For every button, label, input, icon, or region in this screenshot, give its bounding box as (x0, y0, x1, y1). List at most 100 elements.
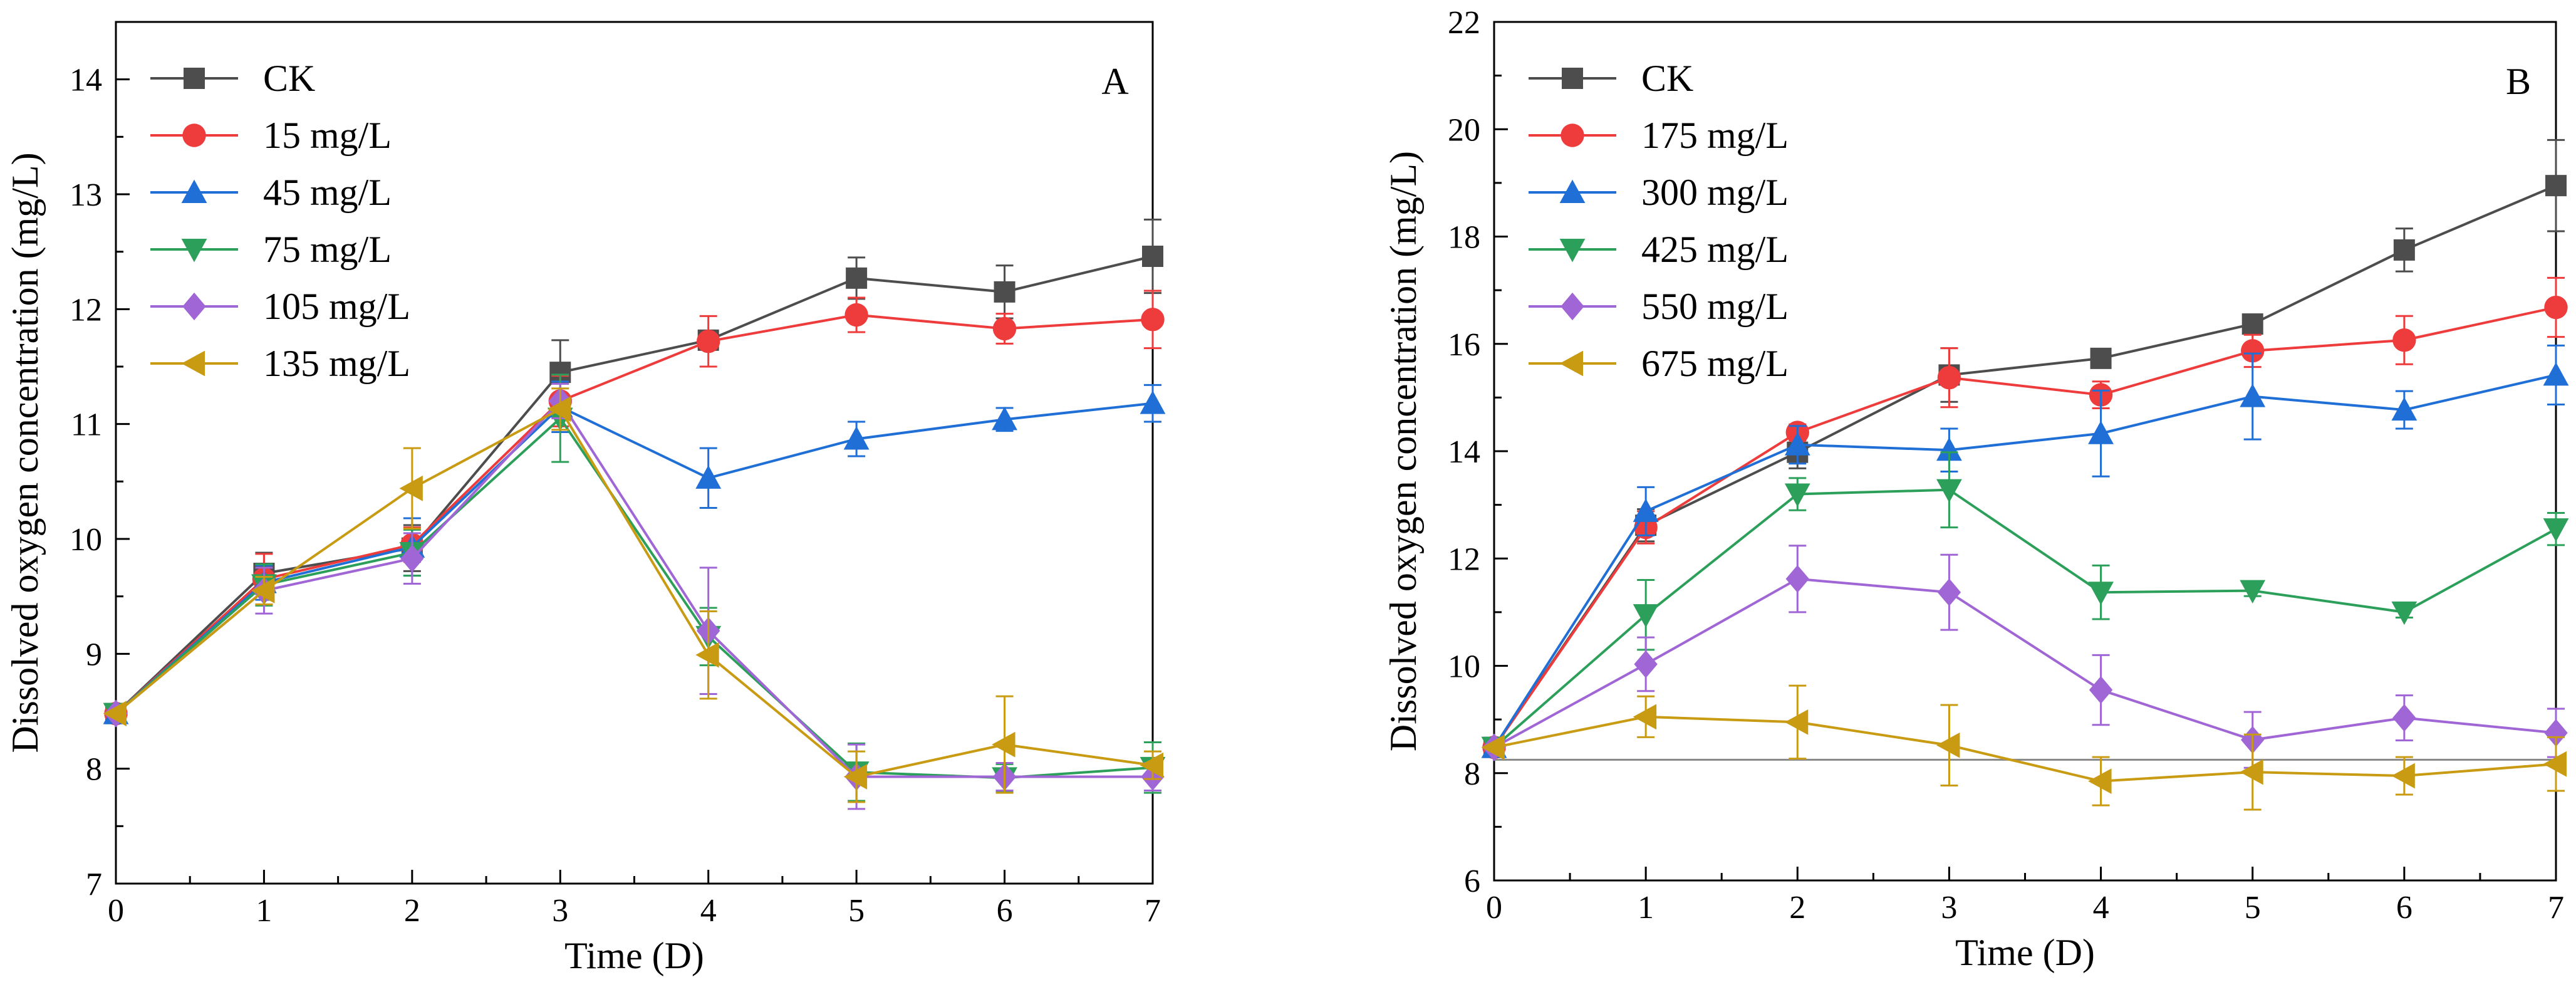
x-tick-label: 5 (848, 893, 865, 929)
x-tick-label: 2 (1789, 890, 1805, 926)
series-line (115, 407, 1153, 778)
legend-label: 45 mg/L (263, 172, 392, 213)
data-point (1140, 390, 1166, 414)
x-tick-label: 0 (108, 893, 124, 929)
legend-label: 105 mg/L (263, 286, 410, 327)
data-point (2088, 420, 2114, 444)
y-tick-label: 13 (70, 177, 102, 213)
data-point (547, 396, 571, 422)
series-line (1493, 184, 2557, 748)
y-tick-label: 10 (1448, 649, 1480, 685)
x-tick-label: 6 (997, 893, 1013, 929)
data-point (2090, 347, 2112, 369)
x-tick-label: 7 (2548, 890, 2564, 926)
data-point (2089, 676, 2113, 704)
series-line (115, 402, 1153, 715)
y-tick-label: 11 (71, 407, 102, 443)
data-point (2392, 328, 2416, 352)
data-point (2391, 397, 2418, 421)
data-point (2391, 763, 2415, 789)
series-line (115, 255, 1153, 715)
series-line (115, 399, 1153, 778)
legend-label: 675 mg/L (1641, 343, 1789, 384)
data-point (2544, 295, 2568, 320)
data-point (1140, 752, 1163, 778)
data-point (2543, 751, 2567, 777)
data-point (1142, 246, 1163, 267)
data-point (399, 475, 423, 501)
data-point (2544, 719, 2568, 747)
y-tick-label: 9 (86, 637, 102, 672)
data-point (1481, 734, 1505, 761)
legend-label: 550 mg/L (1641, 286, 1789, 327)
legend-label: 300 mg/L (1641, 172, 1789, 213)
series-line (1493, 715, 2557, 783)
data-point (1784, 432, 1810, 456)
data-point (2241, 339, 2265, 363)
data-point (1785, 565, 1809, 593)
legend-marker (1561, 292, 1584, 321)
data-point (2241, 313, 2263, 335)
data-point (2545, 175, 2567, 197)
data-point (2240, 384, 2266, 407)
data-point (1937, 365, 1961, 390)
y-tick-label: 14 (1448, 434, 1480, 470)
data-point (2240, 580, 2266, 604)
legend-marker (181, 179, 207, 203)
y-tick-label: 6 (1464, 864, 1480, 899)
y-tick-label: 7 (86, 867, 102, 902)
y-tick-label: 8 (86, 752, 102, 788)
x-tick-label: 6 (2396, 890, 2412, 926)
x-tick-label: 0 (1486, 890, 1502, 926)
data-point (695, 465, 722, 489)
x-tick-label: 3 (1941, 890, 1957, 926)
data-point (843, 764, 868, 790)
data-point (1784, 483, 1810, 507)
data-point (992, 406, 1017, 431)
x-tick-label: 4 (2093, 890, 2109, 926)
y-tick-label: 10 (70, 522, 102, 558)
series-6 (1481, 684, 2567, 811)
panel-label: A (1101, 61, 1128, 102)
x-axis-title: Time (D) (1955, 932, 2095, 973)
legend-marker (1559, 179, 1586, 203)
x-tick-label: 1 (1638, 890, 1654, 926)
data-point (1936, 437, 1962, 461)
legend-marker (1562, 68, 1583, 89)
y-tick-label: 20 (1448, 112, 1480, 148)
legend-marker (1559, 350, 1583, 377)
y-tick-label: 16 (1448, 327, 1480, 363)
data-point (2543, 362, 2569, 386)
data-point (400, 545, 424, 573)
data-point (1633, 704, 1657, 730)
data-point (1937, 578, 1961, 607)
data-point (994, 281, 1015, 303)
legend-label: 75 mg/L (263, 229, 392, 270)
x-tick-label: 2 (404, 893, 420, 929)
data-point (992, 731, 1015, 758)
data-point (695, 642, 719, 668)
legend: CK 175 mg/L 300 mg/L 425 mg/L 550 mg/L 675 mg… (1529, 58, 1789, 384)
series-6 (103, 387, 1163, 803)
x-tick-label: 3 (552, 893, 568, 929)
data-point (2088, 768, 2112, 794)
data-point (1634, 650, 1658, 679)
y-tick-label: 14 (70, 63, 102, 98)
y-tick-label: 12 (70, 292, 102, 328)
data-point (697, 329, 720, 353)
data-point (846, 267, 868, 289)
x-axis-title: Time (D) (564, 935, 704, 976)
y-axis-title: Dissolved oxygen concentration (mg/L) (1383, 151, 1424, 751)
legend-label: 135 mg/L (263, 343, 410, 384)
legend-marker (1559, 239, 1586, 263)
data-point (843, 426, 870, 450)
data-point (251, 578, 275, 603)
data-point (2393, 239, 2415, 261)
panel-label: B (2506, 61, 2531, 102)
x-tick-label: 5 (2245, 890, 2261, 926)
data-point (2392, 704, 2416, 732)
y-axis-title: Dissolved oxygen concentration (mg/L) (4, 152, 46, 753)
data-point (1633, 604, 1659, 628)
